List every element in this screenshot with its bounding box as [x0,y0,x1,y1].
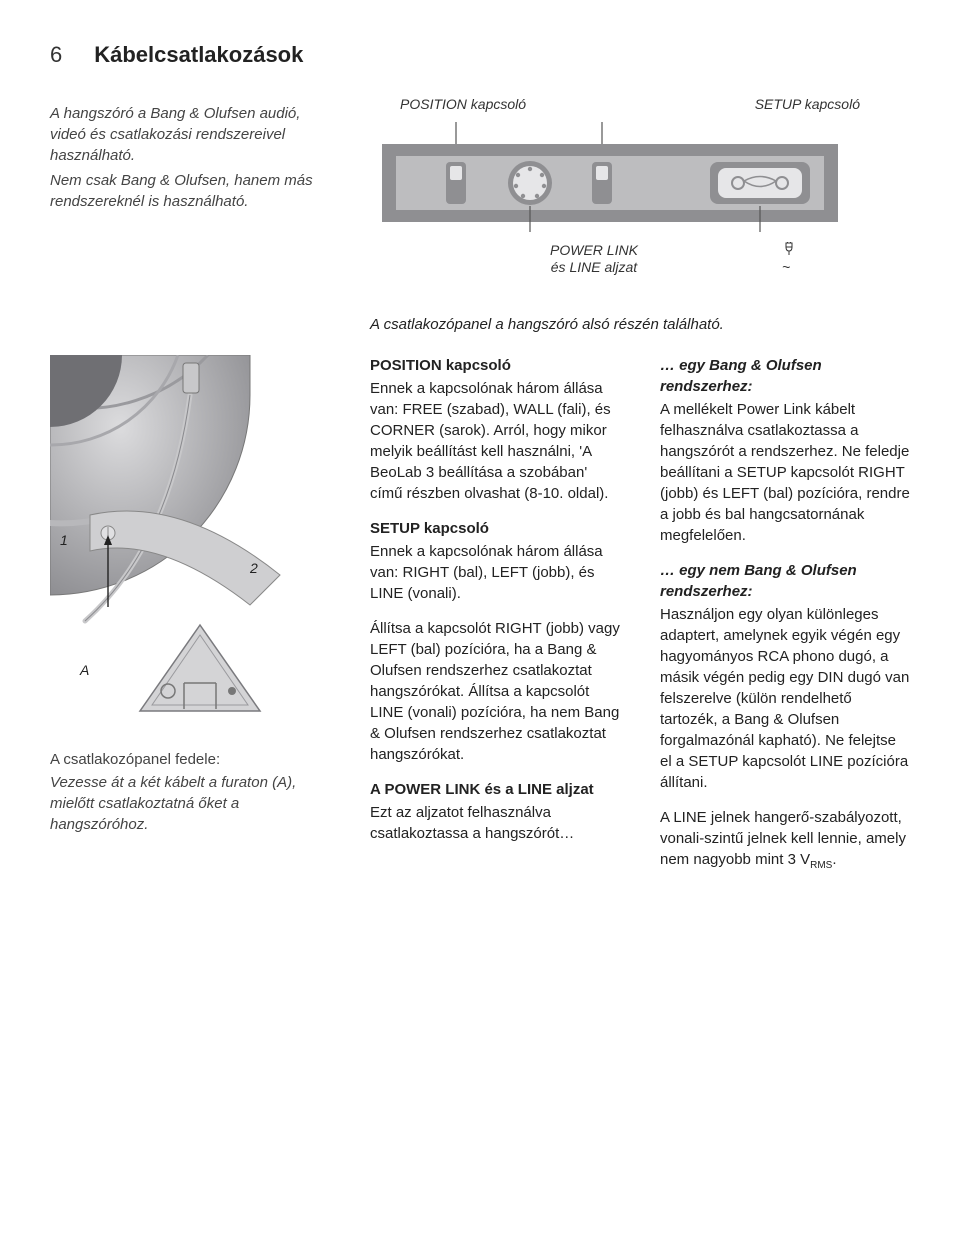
text-setup-switch-1: Ennek a kapcsolónak három állása van: RI… [370,541,620,604]
intro-text: A hangszóró a Bang & Olufsen audió, vide… [50,95,330,287]
plug-icon [782,242,796,256]
line-signal-sub: RMS [810,860,832,871]
connector-panel-diagram: POSITION kapcsoló SETUP kapcsoló [370,95,910,287]
powerlink-label-line2: és LINE aljzat [551,259,637,275]
heading-non-bo-system: … egy nem Bang & Olufsen rendszerhez: [660,560,910,602]
diagram-marker-a: A [79,662,89,678]
text-position-switch: Ennek a kapcsolónak három állása van: FR… [370,378,620,504]
mains-socket-label: ~ [782,242,796,278]
text-line-signal: A LINE jelnek hangerő-szabályozott, vona… [660,807,910,873]
connector-panel-svg [370,122,850,232]
diagram-marker-2: 2 [249,560,258,576]
mains-tilde: ~ [782,259,790,275]
page-title: Kábelcsatlakozások [94,40,303,71]
text-powerlink-line: Ezt az aljzatot felhasználva csatlakozta… [370,802,620,844]
text-setup-switch-2: Állítsa a kapcsolót RIGHT (jobb) vagy LE… [370,618,620,765]
setup-switch-label: SETUP kapcsoló [755,95,860,115]
intro-paragraph-1: A hangszóró a Bang & Olufsen audió, vide… [50,103,330,166]
powerlink-label-line1: POWER LINK [550,242,638,258]
page-number: 6 [50,40,62,71]
panel-location-caption: A csatlakozópanel a hangszóró alsó részé… [370,314,910,335]
intro-paragraph-2: Nem csak Bang & Olufsen, hanem más rends… [50,170,330,212]
caption-lead: A csatlakozópanel fedele: [50,749,330,770]
powerlink-socket-label: POWER LINK és LINE aljzat [550,242,638,276]
heading-powerlink-line: A POWER LINK és a LINE aljzat [370,779,620,800]
heading-position-switch: POSITION kapcsoló [370,355,620,376]
line-signal-part2: . [832,851,836,868]
line-signal-part1: A LINE jelnek hangerő-szabályozott, vona… [660,809,906,868]
heading-setup-switch: SETUP kapcsoló [370,518,620,539]
position-switch-label: POSITION kapcsoló [400,95,526,115]
caption-body: Vezesse át a két kábelt a furaton (A), m… [50,774,296,833]
heading-bo-system: … egy Bang & Olufsen rendszerhez: [660,355,910,397]
diagram-marker-1: 1 [60,532,68,548]
text-non-bo-system: Használjon egy olyan különleges adaptert… [660,604,910,793]
speaker-diagram-caption: A csatlakozópanel fedele: Vezesse át a k… [50,749,330,835]
speaker-base-diagram: 1 2 A [50,355,330,735]
text-bo-system: A mellékelt Power Link kábelt felhasznál… [660,399,910,546]
